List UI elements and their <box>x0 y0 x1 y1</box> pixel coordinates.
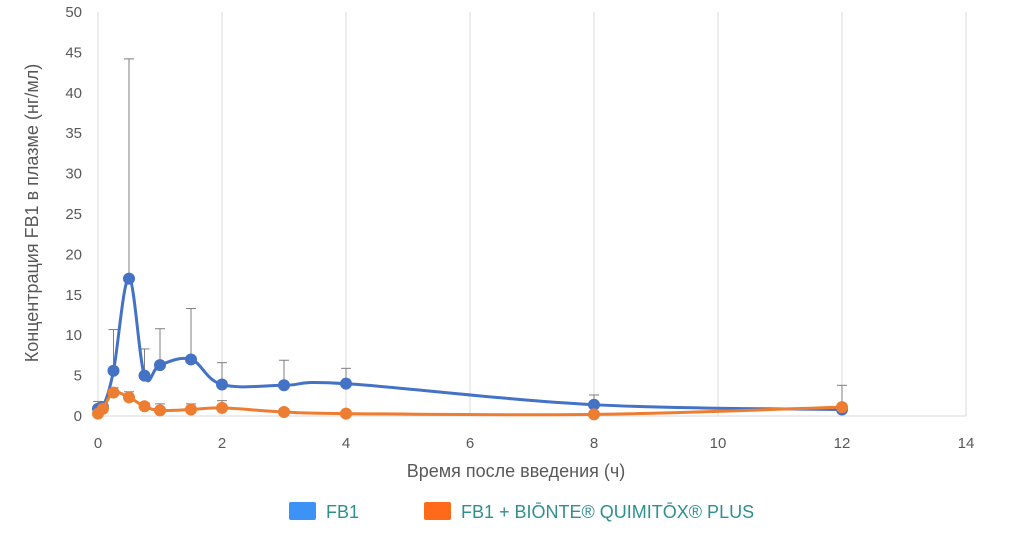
legend-swatch-fb1-quimitox <box>424 502 451 520</box>
x-tick-labels: 0 2 4 6 8 10 12 14 <box>94 435 975 452</box>
data-point <box>340 407 352 420</box>
y-axis-title: Концентрация FB1 в плазме (нг/мл) <box>22 64 42 363</box>
data-point <box>588 398 600 411</box>
y-tick-labels: 0 5 10 15 20 25 30 35 40 45 50 <box>65 4 82 425</box>
legend-label-fb1-quimitox: FB1 + BIŌNTE® QUIMITŌX® PLUS <box>461 502 754 522</box>
series-1 <box>92 386 848 421</box>
data-point <box>154 359 166 372</box>
data-point <box>138 369 151 382</box>
data-point <box>185 403 197 416</box>
grid-lines <box>97 12 967 416</box>
data-point <box>123 391 135 404</box>
x-tick-label: 10 <box>710 435 727 452</box>
x-tick-label: 6 <box>466 435 474 452</box>
data-point <box>138 400 151 413</box>
y-tick-label: 20 <box>65 246 82 263</box>
y-tick-label: 15 <box>65 287 82 304</box>
series-lines <box>92 272 848 421</box>
data-point <box>588 408 600 421</box>
data-point <box>278 379 290 392</box>
data-point <box>154 404 166 417</box>
data-point <box>278 405 290 418</box>
legend-swatch-fb1 <box>289 502 316 520</box>
data-point <box>107 386 120 399</box>
y-tick-label: 5 <box>74 368 82 385</box>
y-tick-label: 10 <box>65 327 82 344</box>
y-tick-label: 25 <box>65 206 82 223</box>
data-point <box>123 272 135 285</box>
data-point <box>836 401 848 414</box>
data-point <box>216 378 228 391</box>
y-tick-label: 0 <box>74 408 82 425</box>
legend: FB1 FB1 + BIŌNTE® QUIMITŌX® PLUS <box>289 502 754 522</box>
y-tick-label: 30 <box>65 166 82 183</box>
data-point <box>185 353 197 366</box>
x-tick-label: 2 <box>218 435 226 452</box>
x-tick-label: 0 <box>94 435 102 452</box>
x-tick-label: 12 <box>834 435 851 452</box>
data-point <box>96 402 109 415</box>
data-point <box>340 377 352 390</box>
legend-label-fb1: FB1 <box>326 502 359 522</box>
y-tick-label: 50 <box>65 4 82 21</box>
y-tick-label: 40 <box>65 85 82 102</box>
y-tick-label: 35 <box>65 125 82 142</box>
x-axis-title: Время после введения (ч) <box>407 461 626 481</box>
y-tick-label: 45 <box>65 44 82 61</box>
data-point <box>216 401 228 414</box>
x-tick-label: 14 <box>958 435 975 452</box>
x-tick-label: 4 <box>342 435 350 452</box>
data-point <box>107 364 120 377</box>
x-tick-label: 8 <box>590 435 598 452</box>
